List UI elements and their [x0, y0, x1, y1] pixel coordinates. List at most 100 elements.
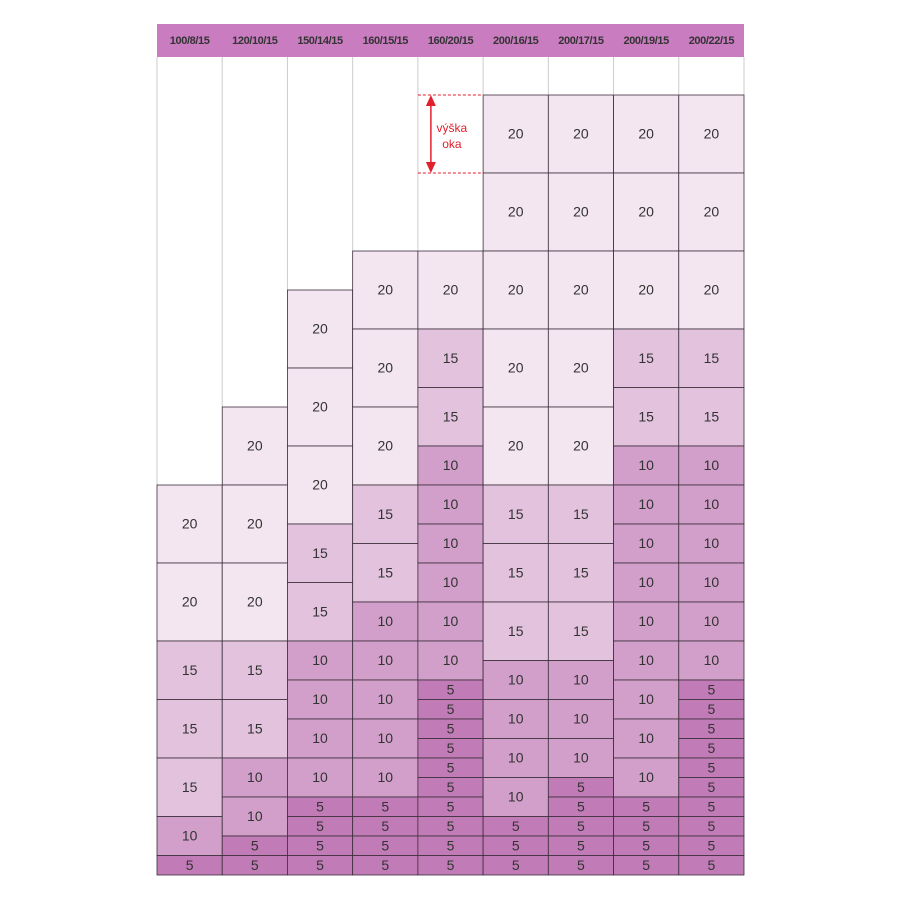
cell-value: 20	[638, 126, 654, 142]
cell-value: 5	[186, 857, 194, 873]
mesh-cell	[678, 387, 745, 447]
mesh-cell	[482, 484, 549, 544]
cell-value: 5	[381, 818, 389, 834]
cell-value: 10	[638, 769, 654, 785]
cell-value: 5	[316, 798, 324, 814]
cell-value: 10	[182, 828, 198, 844]
mesh-cell	[678, 172, 745, 252]
cell-value: 5	[447, 798, 455, 814]
mesh-cell	[482, 601, 549, 661]
cell-value: 5	[381, 798, 389, 814]
column-header: 200/19/15	[623, 35, 669, 47]
cell-value: 20	[638, 204, 654, 220]
cell-value: 5	[707, 720, 715, 736]
cell-value: 5	[707, 857, 715, 873]
mesh-cell	[221, 757, 288, 798]
mesh-cell	[221, 484, 288, 564]
cell-value: 20	[573, 204, 589, 220]
mesh-cell	[547, 406, 614, 486]
cell-value: 20	[377, 360, 393, 376]
cell-value: 15	[508, 564, 524, 580]
cell-value: 10	[508, 750, 524, 766]
arrow-head	[425, 162, 436, 173]
cell-value: 5	[447, 779, 455, 795]
arrow-head	[425, 95, 436, 106]
mesh-cell	[482, 699, 549, 739]
cell-value: 15	[573, 506, 589, 522]
mesh-cell	[547, 738, 614, 778]
cell-value: 5	[707, 740, 715, 756]
cell-value: 10	[704, 574, 720, 590]
cell-value: 20	[312, 477, 328, 493]
cell-value: 5	[447, 818, 455, 834]
header-bar	[157, 24, 744, 57]
mesh-cell	[613, 562, 680, 603]
mesh-cell	[482, 738, 549, 778]
cell-value: 15	[443, 350, 459, 366]
cell-value: 15	[508, 623, 524, 639]
mesh-cell	[287, 679, 354, 720]
cell-value: 5	[251, 837, 259, 853]
cell-value: 5	[707, 837, 715, 853]
cell-value: 10	[638, 652, 654, 668]
cell-value: 5	[316, 857, 324, 873]
mesh-cell	[678, 855, 745, 876]
mesh-cell	[678, 640, 745, 681]
column-header: 100/8/15	[170, 35, 210, 47]
cell-value: 15	[573, 623, 589, 639]
mesh-cell	[417, 387, 484, 447]
mesh-cell	[547, 328, 614, 408]
cell-value: 10	[704, 496, 720, 512]
mesh-cell	[678, 94, 745, 174]
cell-value: 5	[381, 857, 389, 873]
cell-value: 20	[182, 594, 198, 610]
cell-value: 5	[447, 681, 455, 697]
mesh-cell	[287, 289, 354, 369]
mesh-cell	[482, 660, 549, 700]
cell-value: 10	[638, 691, 654, 707]
cell-value: 20	[247, 438, 263, 454]
cell-value: 20	[508, 282, 524, 298]
cell-value: 20	[508, 204, 524, 220]
cell-value: 5	[447, 857, 455, 873]
cell-value: 10	[377, 769, 393, 785]
mesh-cell	[678, 523, 745, 564]
mesh-cell	[352, 640, 419, 681]
cell-value: 5	[512, 837, 520, 853]
annotation-text: výška	[437, 121, 468, 135]
cell-value: 5	[447, 720, 455, 736]
mesh-cell	[287, 582, 354, 642]
cell-value: 20	[573, 126, 589, 142]
cell-value: 15	[182, 779, 198, 795]
mesh-cell	[287, 718, 354, 759]
column-header: 150/14/15	[297, 35, 343, 47]
cell-value: 5	[512, 818, 520, 834]
mesh-cell	[221, 406, 288, 486]
cell-value: 20	[704, 126, 720, 142]
cell-value: 10	[312, 691, 328, 707]
cell-value: 15	[638, 350, 654, 366]
mesh-cell	[678, 484, 745, 525]
mesh-cell	[352, 679, 419, 720]
cell-value: 10	[704, 535, 720, 551]
mesh-cell	[678, 562, 745, 603]
cell-value: 5	[447, 837, 455, 853]
mesh-cell	[221, 699, 288, 759]
cell-value: 15	[638, 408, 654, 424]
mesh-cell	[613, 601, 680, 642]
cell-value: 10	[638, 613, 654, 629]
mesh-cell	[678, 328, 745, 388]
cell-value: 20	[182, 516, 198, 532]
mesh-cell	[156, 699, 223, 759]
cell-value: 5	[512, 857, 520, 873]
cell-value: 10	[638, 496, 654, 512]
cell-value: 20	[573, 438, 589, 454]
mesh-cell	[417, 484, 484, 525]
mesh-cell	[547, 172, 614, 252]
cell-value: 10	[377, 652, 393, 668]
cell-value: 10	[443, 652, 459, 668]
cell-value: 20	[508, 126, 524, 142]
cell-value: 5	[642, 837, 650, 853]
cell-value: 15	[312, 603, 328, 619]
cell-value: 15	[508, 506, 524, 522]
